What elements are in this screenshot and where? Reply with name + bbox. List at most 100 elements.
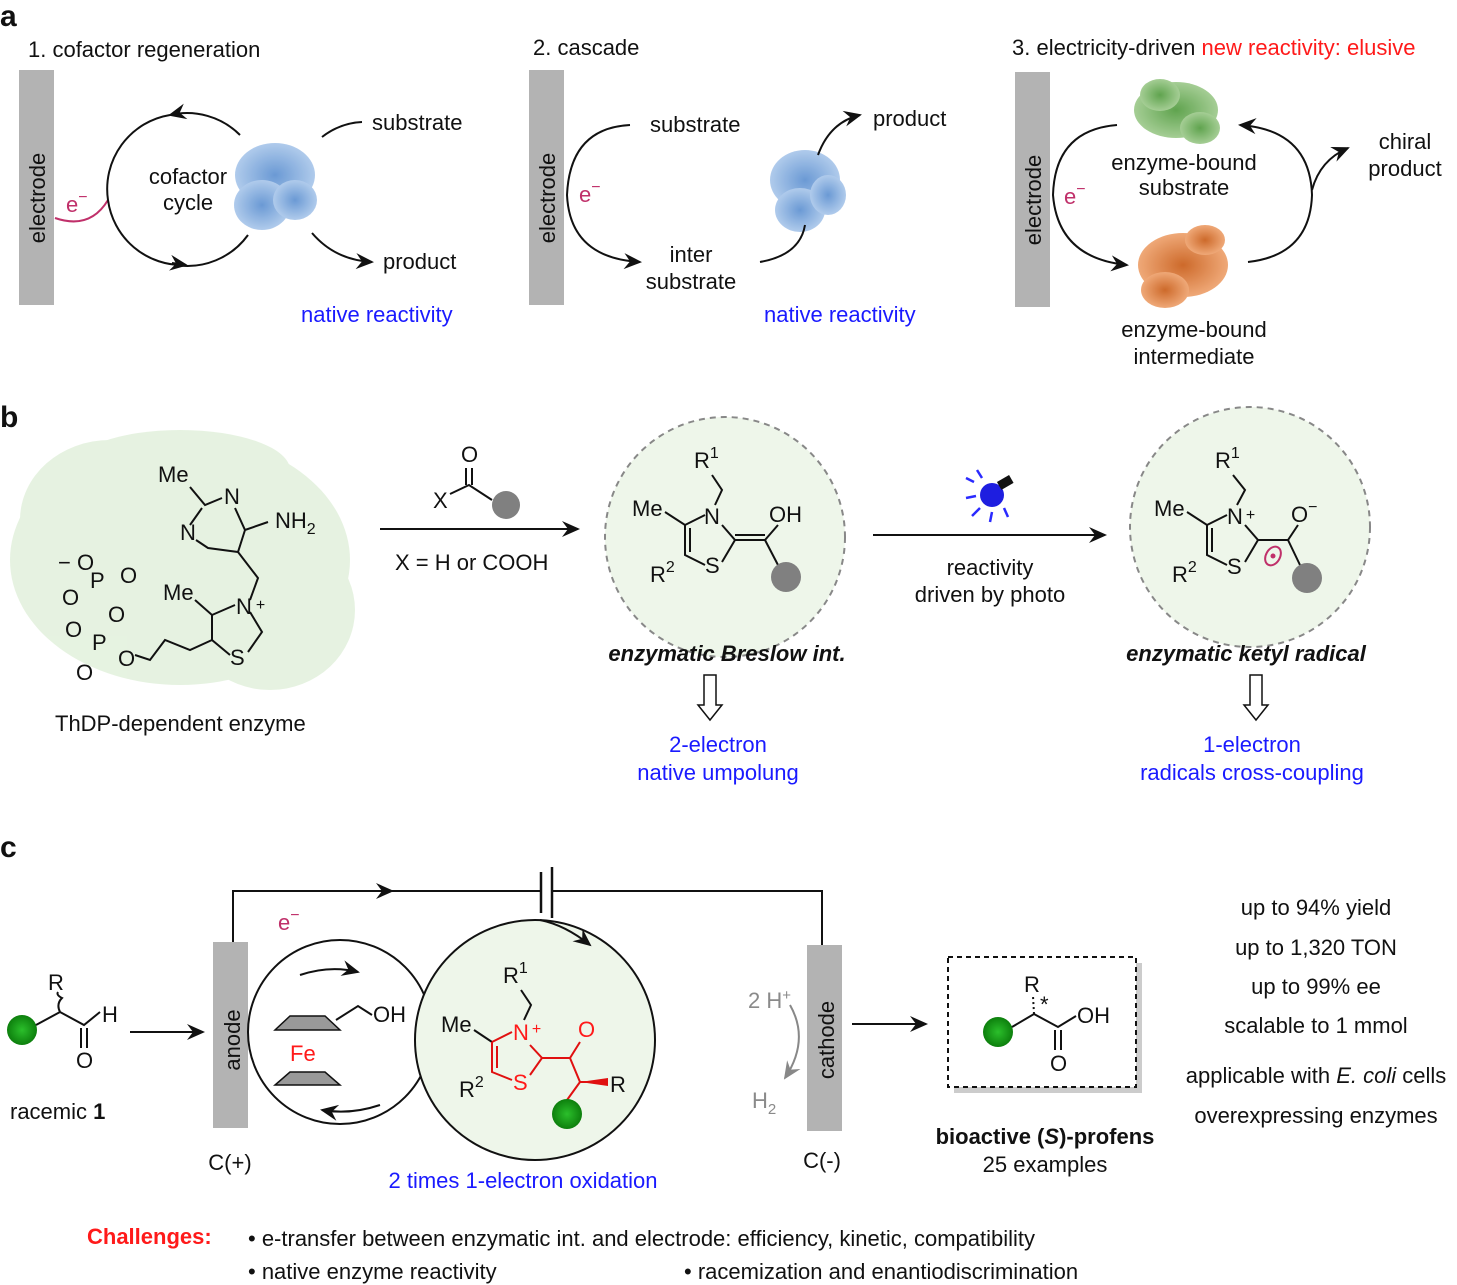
chiral-product-label: product: [1368, 156, 1441, 181]
chiral-product-arrow: [1311, 146, 1350, 191]
hydroxyl-label: OH: [1077, 1003, 1110, 1028]
cascade-scheme: 2. cascade electrode e− substrate inter …: [529, 35, 946, 327]
r1-label: R1: [503, 960, 528, 988]
reduction-arrow: [783, 1004, 801, 1080]
racemic-caption: racemic 1: [10, 1099, 105, 1124]
aldehyde-reagent: O X X = H or COOH: [380, 442, 580, 575]
stat-item: up to 99% ee: [1251, 974, 1381, 999]
cycle-arc-left: [106, 114, 186, 267]
oxygen-label: O: [461, 442, 478, 467]
hollow-arrow-down: [696, 674, 724, 722]
enzyme-bound-substrate-label: enzyme-bound: [1111, 150, 1257, 175]
oxygen-label: O: [120, 563, 137, 588]
electron-label: e−: [278, 907, 300, 935]
electron-transfer-arc: [54, 199, 109, 223]
cycle-arc-top: [168, 103, 241, 136]
green-substituent-ball: [7, 1015, 37, 1045]
r2-label: R2: [650, 559, 675, 587]
green-substituent-ball: [983, 1017, 1013, 1047]
thdp-enzyme-structure: Me N NH2 N Me N + S − O P O O O O P O O T…: [10, 430, 355, 736]
stereocenter-label: *: [1040, 992, 1049, 1017]
ferrocene-mediator: OH Fe: [247, 939, 433, 1125]
racemic-substrate: R H O racemic 1: [7, 970, 205, 1124]
challenge-item: • e-transfer between enzymatic int. and …: [248, 1226, 1035, 1251]
product-arrow: [311, 232, 374, 270]
enzyme-ribbon-background: [10, 430, 355, 690]
intermediate-label: substrate: [646, 269, 737, 294]
r-label: R: [1024, 972, 1040, 997]
oxide-label: O−: [1291, 499, 1317, 527]
product-label: product: [873, 106, 946, 131]
nitrogen-label: N: [704, 504, 720, 529]
cathode-potential-label: C(-): [803, 1148, 841, 1173]
green-enzyme-icon: [1134, 79, 1220, 144]
ketyl-result: 1-electron: [1203, 732, 1301, 757]
thiazolium-intermediate: R1 Me N + O R2 S R 2 times 1-electron oxi…: [388, 919, 658, 1193]
circuit: e−: [232, 867, 823, 945]
enzyme-protein-icon: [234, 143, 317, 230]
anode-potential-label: C(+): [208, 1150, 251, 1175]
sulfur-label: S: [230, 645, 245, 670]
electrode-label: electrode: [1021, 155, 1046, 246]
ketyl-title: enzymatic ketyl radical: [1126, 641, 1367, 666]
stat-item: up to 1,320 TON: [1235, 935, 1397, 960]
methyl-label: Me: [163, 580, 194, 605]
stat-item: scalable to 1 mmol: [1224, 1013, 1407, 1038]
product-title: bioactive (S)-profens: [936, 1124, 1155, 1149]
oxygen-label: O: [62, 585, 79, 610]
sulfur-label: S: [1227, 554, 1242, 579]
hydroxyl-label: OH: [373, 1002, 406, 1027]
methyl-label: Me: [158, 462, 189, 487]
enzyme-pocket-circle: [1129, 406, 1371, 648]
mediator-cycle: [247, 939, 433, 1125]
profen-product: R * OH O bioactive (S)-profens 25 exampl…: [936, 956, 1155, 1177]
gray-substituent-ball: [771, 562, 801, 592]
cascade-arc: [565, 124, 642, 270]
light-bulb-icon: [965, 469, 1014, 523]
electron-label: e−: [1064, 181, 1086, 209]
electrode: [19, 70, 54, 305]
methyl-label: Me: [1154, 496, 1185, 521]
oxygen-label: − O: [58, 550, 94, 575]
oxygen-label: O: [118, 646, 135, 671]
breslow-intermediate: R1 Me N OH R2 S enzymatic Breslow int. 2…: [604, 416, 846, 785]
x-label: X: [433, 488, 448, 513]
cycle-label: cofactor: [149, 164, 227, 189]
protons-label: 2 H+: [748, 987, 791, 1013]
section-title: 1. cofactor regeneration: [28, 37, 260, 62]
cyclopentadienyl-ring: [273, 1015, 342, 1031]
gray-substituent-ball: [1292, 563, 1322, 593]
r2-label: R2: [1172, 559, 1197, 587]
enzyme-bound-intermediate-label: enzyme-bound: [1121, 317, 1267, 342]
electrode: [529, 70, 564, 305]
hydrogen-label: H: [102, 1002, 118, 1027]
cathode-side: 2 H+ H2 cathode C(-): [748, 945, 928, 1173]
stat-item: overexpressing enzymes: [1194, 1103, 1437, 1128]
oxidation-caption: 2 times 1-electron oxidation: [388, 1168, 657, 1193]
hydroxyl-label: OH: [769, 502, 802, 527]
ketyl-result: radicals cross-coupling: [1140, 760, 1364, 785]
cyclopentadienyl-ring: [272, 1071, 343, 1086]
oxidation-arc: [1238, 118, 1314, 263]
substrate-label: substrate: [650, 112, 741, 137]
cathode-label: cathode: [814, 1001, 839, 1079]
product-examples: 25 examples: [983, 1152, 1108, 1177]
r-label: R: [610, 1072, 626, 1097]
breslow-result: 2-electron: [669, 732, 767, 757]
product-label: product: [383, 249, 456, 274]
product-box: [947, 956, 1137, 1088]
native-reactivity-note: native reactivity: [301, 302, 453, 327]
oxygen-label: O: [76, 660, 93, 685]
enzyme-cycle: [414, 919, 656, 1161]
r1-label: R1: [1215, 445, 1240, 473]
electricity-driven-scheme: 3. electricity-driven new reactivity: el…: [1012, 35, 1442, 369]
phosphorus-label: P: [92, 630, 107, 655]
challenges-label: Challenges:: [87, 1224, 212, 1249]
inter-arrow: [759, 224, 806, 263]
nitrogen-label: N +: [513, 1020, 541, 1045]
ketyl-radical-intermediate: R1 Me N + O− R2 S enzymatic ketyl radical…: [1126, 406, 1371, 785]
electron-label: e−: [66, 189, 88, 217]
hydrogen-gas-label: H2: [752, 1088, 776, 1118]
chiral-product-label: chiral: [1379, 129, 1432, 154]
